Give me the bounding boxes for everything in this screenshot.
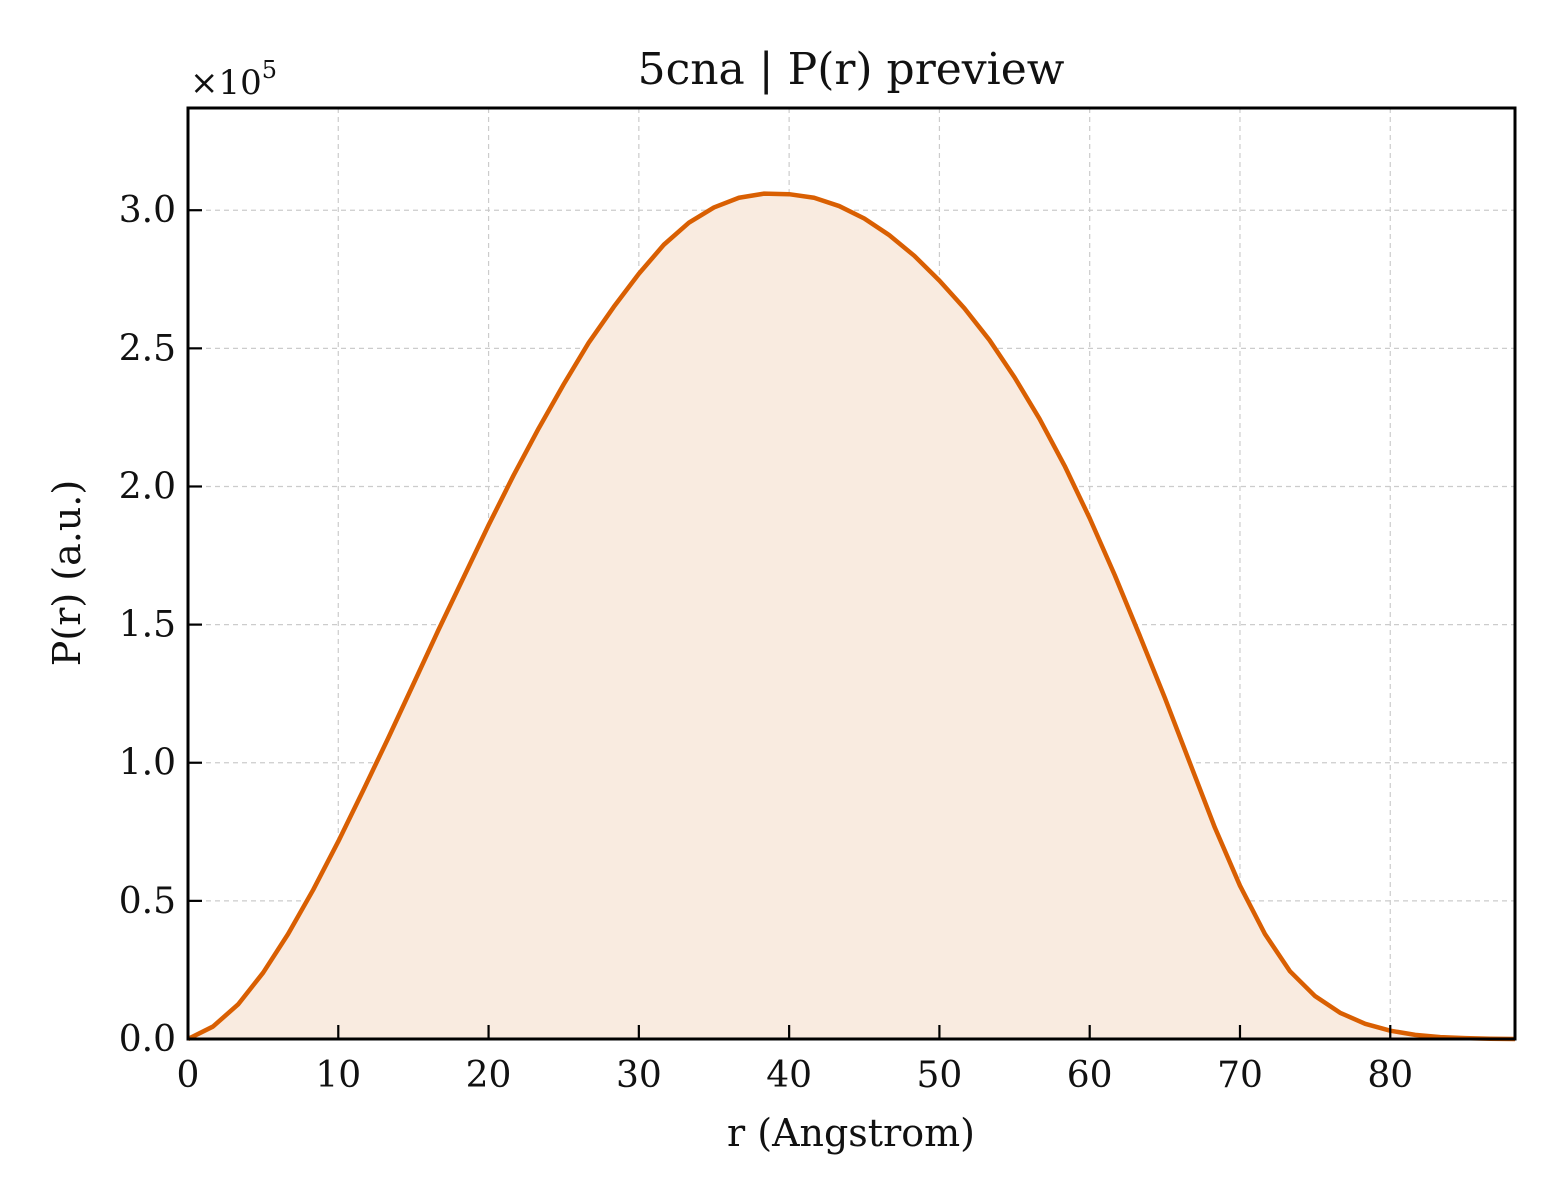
y-tick-label: 0.5 bbox=[119, 881, 176, 922]
x-axis-label: r (Angstrom) bbox=[727, 1111, 975, 1155]
x-tick-label: 40 bbox=[766, 1055, 812, 1096]
ticks bbox=[186, 209, 1392, 1041]
y-tick-label: 2.0 bbox=[119, 466, 176, 507]
tick-labels: 0 10 20 30 40 50 60 70 80 0.0 0.5 1.0 1.5 2.0 2.5 3.0 bbox=[119, 190, 1413, 1096]
x-tick-label: 10 bbox=[315, 1055, 361, 1096]
x-tick-label: 30 bbox=[616, 1055, 662, 1096]
x-tick-label: 50 bbox=[917, 1055, 963, 1096]
y-axis-label: P(r) (a.u.) bbox=[45, 480, 89, 666]
pr-area-fill bbox=[188, 193, 1515, 1039]
y-tick-label: 3.0 bbox=[119, 190, 176, 231]
y-multiplier-exponent: 5 bbox=[262, 56, 277, 84]
y-tick-label: 1.5 bbox=[119, 605, 176, 646]
x-tick-label: 20 bbox=[466, 1055, 512, 1096]
y-tick-label: 1.0 bbox=[119, 743, 176, 784]
x-tick-label: 60 bbox=[1067, 1055, 1113, 1096]
plot-frame bbox=[186, 106, 1517, 1041]
y-tick-label: 0.0 bbox=[119, 1019, 176, 1060]
y-multiplier-base: ×10 bbox=[190, 63, 262, 103]
x-tick-label: 80 bbox=[1367, 1055, 1413, 1096]
chart-title: 5cna | P(r) preview bbox=[638, 44, 1065, 95]
x-tick-label: 0 bbox=[177, 1055, 200, 1096]
x-tick-label: 70 bbox=[1217, 1055, 1263, 1096]
y-tick-label: 2.5 bbox=[119, 328, 176, 369]
pr-curve bbox=[186, 191, 1516, 1042]
y-multiplier-label: ×105 bbox=[190, 56, 277, 103]
